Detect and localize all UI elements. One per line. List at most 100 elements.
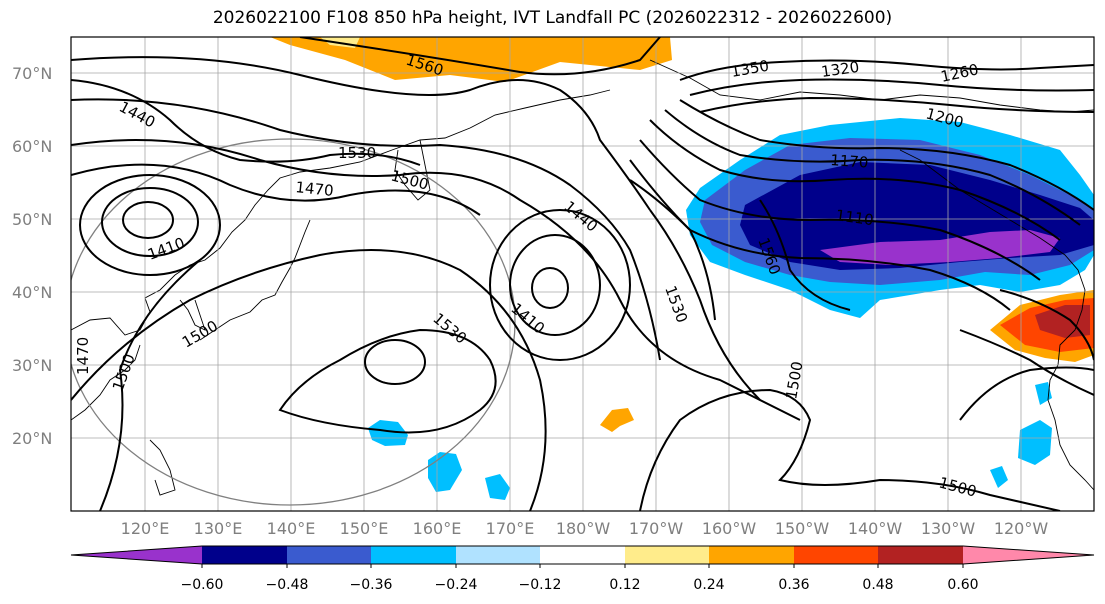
contour-trough-4 [639, 139, 1041, 281]
positive-patch-subtropics [600, 408, 634, 432]
contour-1440-coast [999, 289, 1094, 361]
colorbar-tick-label: 0.48 [862, 577, 893, 593]
lon-label: 160°W [702, 519, 757, 538]
coastline-na-west [899, 149, 1094, 491]
contour-low-central-inner [531, 267, 569, 309]
colorbar-tick-label: −0.36 [350, 577, 393, 593]
contour-1500-coast [959, 366, 1094, 421]
contour-label: 1110 [834, 206, 874, 229]
negative-patch-3 [485, 474, 510, 500]
lat-label: 40°N [12, 283, 52, 302]
colorbar-tick-label: 0.24 [693, 577, 724, 593]
contour-1560-north [299, 37, 661, 76]
colorbar-extend-min [71, 546, 202, 564]
colorbar-tick-label: −0.48 [266, 577, 309, 593]
latitude-labels: 70°N 60°N 50°N 40°N 30°N 20°N [12, 64, 52, 448]
lon-label: 150°E [340, 519, 389, 538]
lon-label: 170°E [486, 519, 535, 538]
lon-label: 130°W [921, 519, 976, 538]
landfall-domain-circle [71, 138, 516, 506]
negative-patch-5 [1018, 420, 1052, 465]
contour-label: 1530 [338, 144, 376, 162]
colorbar-segment [456, 546, 540, 564]
lat-label: 20°N [12, 429, 52, 448]
lon-label: 120°W [994, 519, 1049, 538]
contour-1560-trough [759, 199, 851, 311]
colorbar-extend-max [963, 546, 1094, 564]
negative-patch-6 [990, 466, 1008, 488]
negative-patch-1 [368, 420, 408, 446]
lon-label: 120°E [121, 519, 170, 538]
contour-trough-3 [679, 99, 1094, 211]
colorbar-tick-label: 0.36 [778, 577, 809, 593]
lat-label: 60°N [12, 137, 52, 156]
colorbar: −0.60 −0.48 −0.36 −0.24 −0.12 0.12 0.24 … [70, 545, 1095, 593]
contour-label: 1170 [830, 151, 869, 172]
contour-low-west-mid [101, 187, 199, 257]
negative-anomaly-core [820, 230, 1060, 265]
colorbar-tick-label: −0.60 [181, 577, 224, 593]
contour-trough-5 [629, 159, 1011, 311]
colorbar-segment [287, 546, 371, 564]
height-contours [71, 37, 1094, 511]
colorbar-segment [371, 546, 456, 564]
lon-label: 140°E [267, 519, 316, 538]
contour-1530-south [71, 249, 547, 511]
coastline-kamchatka [394, 139, 431, 201]
colorbar-segment [540, 546, 625, 564]
colorbar-tick-label: 0.12 [609, 577, 640, 593]
figure-title: 2026022100 F108 850 hPa height, IVT Land… [212, 8, 893, 28]
contour-1500 [71, 139, 801, 421]
contour-1440-west [71, 79, 421, 166]
contour-low-west-inner [122, 201, 174, 239]
contour-label: 1470 [295, 178, 335, 200]
coastline-korea [179, 299, 206, 331]
contour-1530-east [649, 209, 761, 401]
contour-trough-1 [649, 119, 1061, 241]
contour-1530-coast [959, 329, 1094, 396]
contour-trough-2 [664, 109, 1081, 226]
contour-1530 [71, 98, 661, 361]
colorbar-segment [709, 546, 794, 564]
lon-label: 150°W [775, 519, 830, 538]
lat-label: 70°N [12, 64, 52, 83]
lon-label: 180°W [556, 519, 611, 538]
contour-high-subtropics-inner [364, 339, 426, 385]
contour-1470 [71, 163, 481, 216]
colorbar-segment [202, 546, 287, 564]
contour-low-west-outer [79, 174, 221, 276]
lon-label: 130°E [194, 519, 243, 538]
colorbar-segment [794, 546, 878, 564]
contour-north-pacific [71, 56, 651, 211]
map-panel: 1560 1350 1320 1260 1440 1200 1530 1500 … [71, 37, 1094, 511]
contour-zonal-1 [679, 59, 1094, 81]
colorbar-segment [878, 546, 963, 564]
gridlines [71, 37, 1094, 511]
coastline-philippines [149, 439, 176, 496]
map-frame [70, 36, 1095, 512]
contour-zonal-2 [689, 78, 1094, 96]
contour-high-subtropics [278, 328, 497, 434]
lon-label: 160°E [413, 519, 462, 538]
coastline-china-south [71, 344, 141, 421]
coastline-japan [199, 219, 311, 341]
lat-label: 30°N [12, 356, 52, 375]
lon-label: 140°W [848, 519, 903, 538]
contour-1500-south [99, 259, 201, 511]
contour-label: 1320 [820, 58, 860, 81]
colorbar-tick-label: −0.24 [435, 577, 478, 593]
contour-low-central-mid [509, 234, 601, 336]
colorbar-tick-label: −0.12 [519, 577, 562, 593]
colorbar-tick-label: 0.60 [947, 577, 978, 593]
contour-zonal-3 [699, 96, 1094, 113]
positive-anomaly-california-core [1035, 305, 1090, 338]
contour-1500-east [639, 388, 1061, 511]
longitude-labels: 120°E 130°E 140°E 150°E 160°E 170°E 180°… [121, 519, 1049, 538]
negative-patch-2 [428, 452, 462, 492]
lat-label: 50°N [12, 210, 52, 229]
colorbar-segment [625, 546, 709, 564]
contour-low-central-outer [489, 209, 631, 361]
lon-label: 170°W [629, 519, 684, 538]
contour-label: 1470 [74, 337, 92, 375]
